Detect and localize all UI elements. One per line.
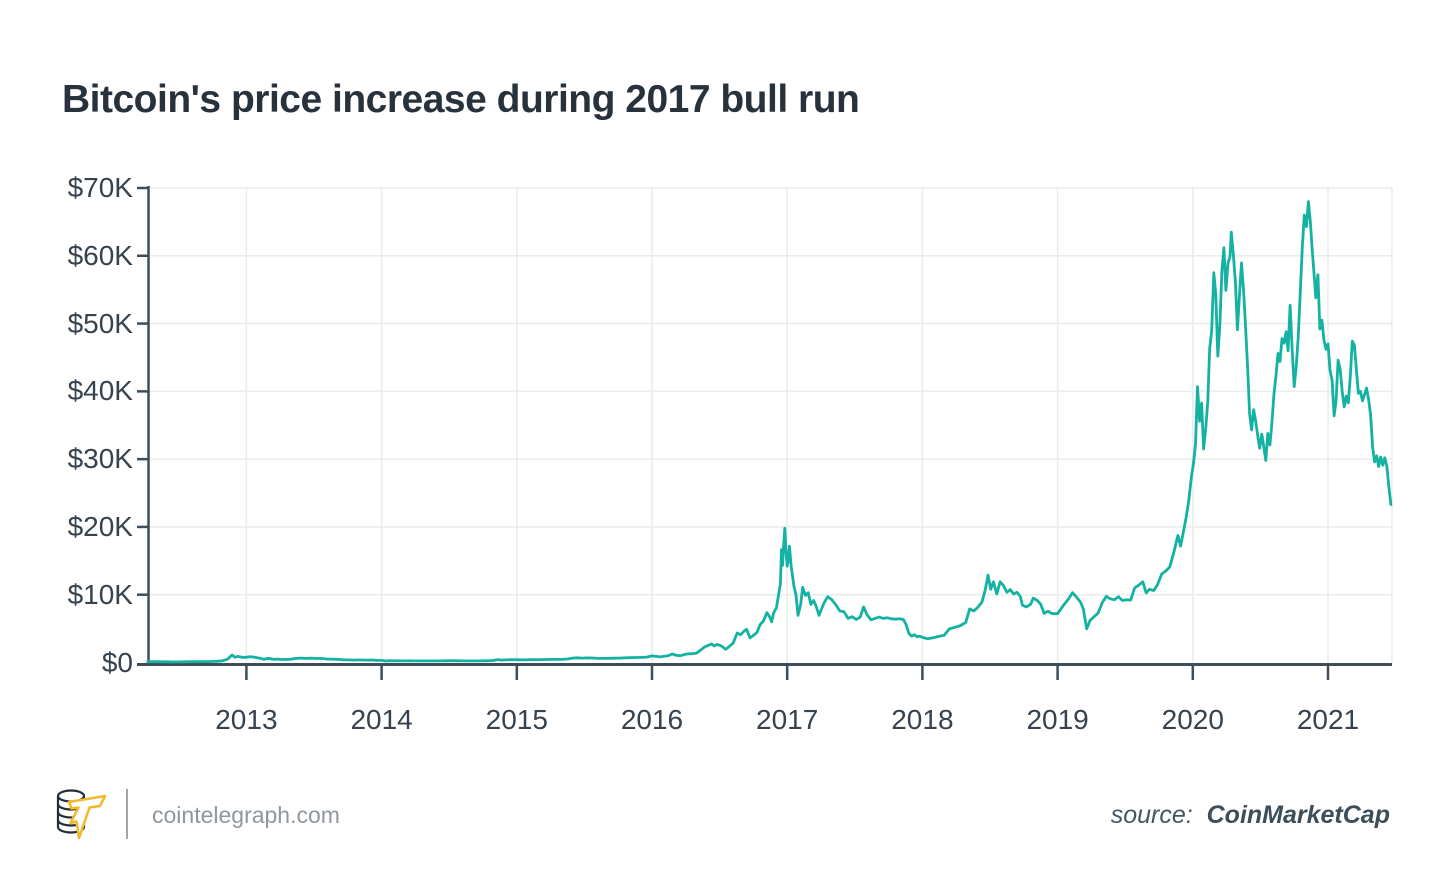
- x-tick-label: 2013: [215, 704, 278, 735]
- x-tick-label: 2016: [620, 704, 684, 735]
- site-name: cointelegraph.com: [152, 802, 340, 828]
- y-tick-label: $20K: [67, 510, 133, 542]
- source-credit: source: CoinMarketCap: [1111, 801, 1390, 830]
- y-tick-label: $0: [101, 646, 133, 678]
- x-tick-label: 2021: [1296, 704, 1360, 735]
- source-name: CoinMarketCap: [1206, 801, 1390, 829]
- footer: cointelegraph.com source: CoinMarketCap: [0, 780, 1450, 850]
- x-tick-label: 2020: [1161, 704, 1224, 735]
- price-line: [146, 200, 1393, 664]
- source-label: source:: [1110, 801, 1193, 829]
- footer-divider: [126, 789, 128, 839]
- y-tick-label: $40K: [67, 375, 133, 407]
- x-tick-label: 2015: [485, 704, 548, 735]
- y-tick-label: $60K: [67, 239, 133, 271]
- x-tick-label: 2018: [891, 704, 954, 735]
- y-tick-label: $10K: [67, 578, 133, 610]
- cointelegraph-logo-icon: [56, 789, 107, 840]
- page-title: Bitcoin's price increase during 2017 bul…: [62, 78, 860, 122]
- x-tick-label: 2019: [1026, 704, 1089, 735]
- y-tick-label: $30K: [67, 443, 133, 475]
- x-tick-label: 2014: [350, 704, 413, 735]
- y-tick-label: $70K: [67, 172, 133, 203]
- lightning-bolt-icon: [67, 794, 107, 840]
- x-tick-label: 2017: [756, 704, 819, 735]
- y-tick-label: $50K: [67, 307, 133, 339]
